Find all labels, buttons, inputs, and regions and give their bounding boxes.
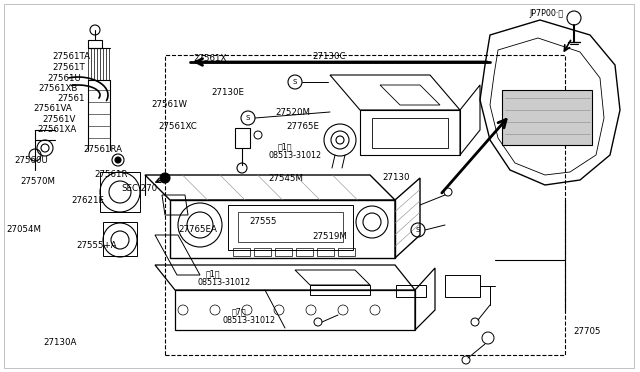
Bar [502, 90, 592, 145]
Text: 27561XA: 27561XA [37, 125, 76, 134]
Bar [238, 212, 343, 242]
Text: 27561TA: 27561TA [52, 52, 90, 61]
Text: 27130E: 27130E [211, 88, 244, 97]
Circle shape [160, 173, 170, 183]
Bar [228, 205, 353, 250]
Text: S: S [246, 115, 250, 121]
Text: 27561XC: 27561XC [159, 122, 198, 131]
Text: （7）: （7） [232, 307, 246, 316]
Text: 27520M: 27520M [275, 108, 310, 117]
Bar [88, 40, 102, 48]
Text: 27561W: 27561W [151, 100, 187, 109]
Bar [296, 248, 313, 256]
Bar [233, 248, 250, 256]
Bar [396, 285, 426, 297]
Text: S: S [416, 227, 420, 233]
Text: SEC.270: SEC.270 [122, 185, 157, 193]
Text: 27570M: 27570M [20, 177, 56, 186]
Text: 27545M: 27545M [269, 174, 304, 183]
Bar [254, 248, 271, 256]
Text: 27130C: 27130C [312, 52, 346, 61]
Bar [100, 172, 140, 212]
Text: （1）: （1） [206, 269, 221, 278]
Text: 27561VA: 27561VA [33, 105, 72, 113]
Text: 27130A: 27130A [44, 338, 77, 347]
Text: S: S [293, 79, 297, 85]
Bar [317, 248, 334, 256]
Text: 27519M: 27519M [312, 232, 347, 241]
Text: 27555: 27555 [250, 217, 277, 226]
Text: 27555+A: 27555+A [77, 241, 117, 250]
Text: 27561U: 27561U [47, 74, 81, 83]
Text: 08513-31012: 08513-31012 [223, 316, 276, 325]
Text: 27765E: 27765E [287, 122, 320, 131]
Text: 27561RA: 27561RA [83, 145, 122, 154]
Text: 08513-31012: 08513-31012 [197, 278, 250, 287]
Text: 27561R: 27561R [95, 170, 128, 179]
Text: （1）: （1） [278, 142, 292, 151]
Bar [165, 55, 565, 355]
Text: 08513-31012: 08513-31012 [269, 151, 322, 160]
Text: 27130: 27130 [383, 173, 410, 182]
Text: 27561X: 27561X [193, 54, 227, 63]
Text: 27765EA: 27765EA [178, 225, 217, 234]
Text: 27560U: 27560U [14, 156, 48, 165]
Text: 27561V: 27561V [42, 115, 76, 124]
Text: 27621E: 27621E [72, 196, 105, 205]
Text: 27561: 27561 [58, 94, 85, 103]
Text: JP7P00·）: JP7P00·） [530, 9, 564, 17]
Circle shape [115, 157, 121, 163]
Bar [275, 248, 292, 256]
Bar [338, 248, 355, 256]
Bar [103, 222, 137, 256]
Text: 27705: 27705 [573, 327, 601, 336]
Text: 27054M: 27054M [6, 225, 42, 234]
Text: 27561T: 27561T [52, 63, 85, 72]
Bar [445, 275, 480, 297]
Text: 27561XB: 27561XB [38, 84, 78, 93]
